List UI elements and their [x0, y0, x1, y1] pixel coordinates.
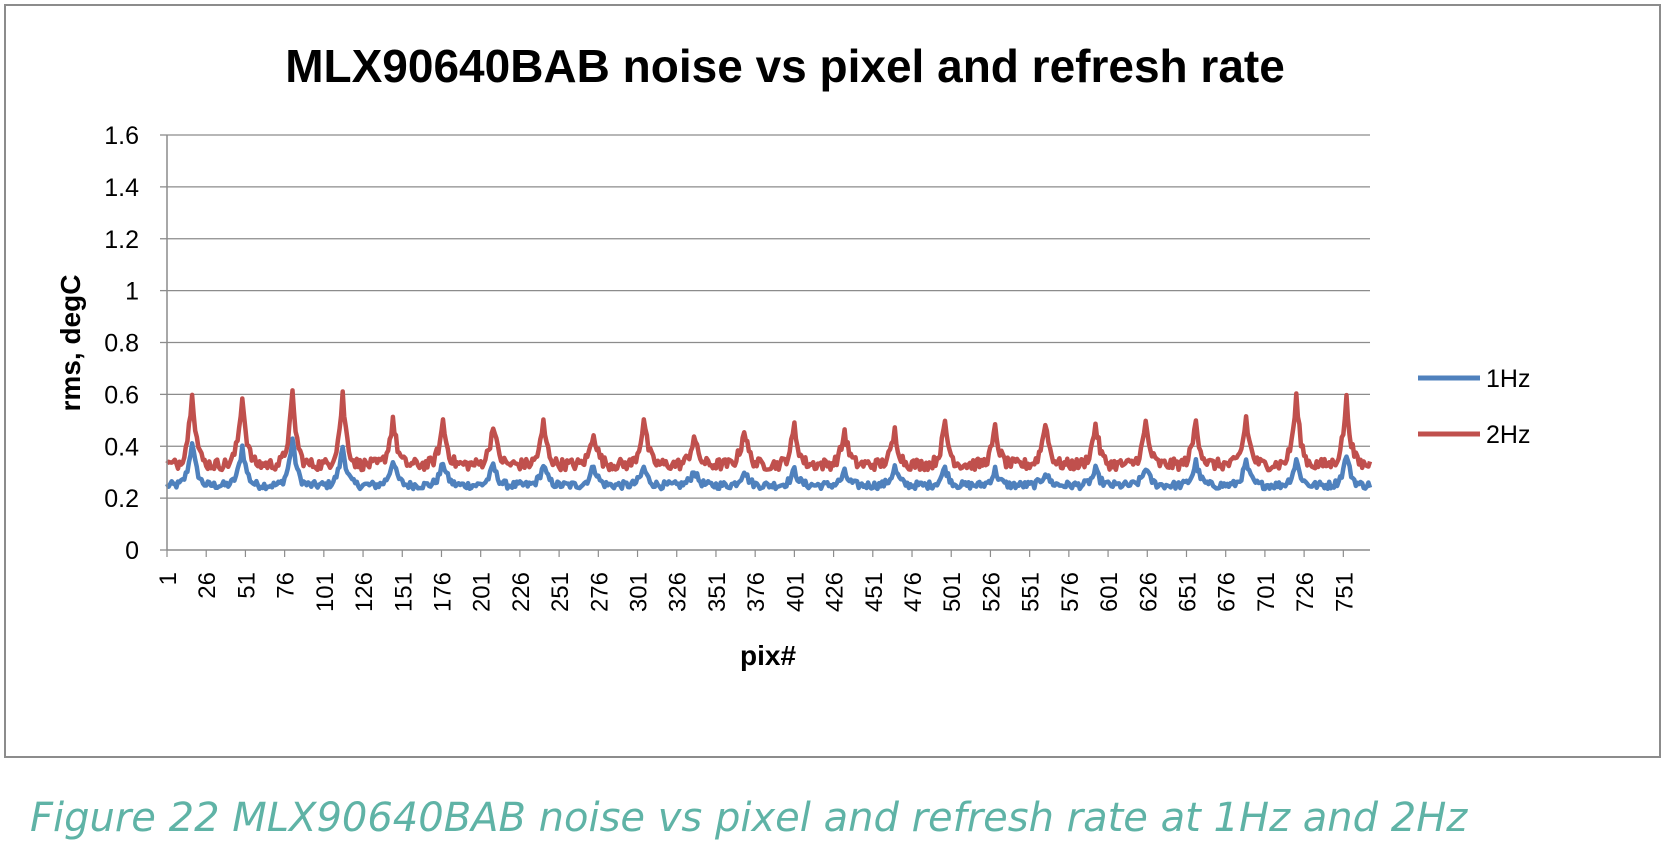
- x-tick-label: 301: [626, 572, 653, 612]
- x-tick-label: 526: [978, 572, 1005, 612]
- x-tick-label: 451: [861, 572, 888, 612]
- x-tick-label: 176: [429, 572, 456, 612]
- y-tick-label: 0.6: [104, 381, 139, 409]
- x-tick-label: 376: [743, 572, 770, 612]
- x-tick-label: 701: [1253, 572, 1280, 612]
- y-tick-label: 0.8: [104, 330, 139, 358]
- x-tick-label: 626: [1135, 572, 1162, 612]
- series-line-2Hz: [165, 388, 1373, 473]
- legend-label: 1Hz: [1486, 365, 1530, 393]
- x-tick-label: 101: [312, 572, 339, 612]
- x-tick-label: 51: [233, 572, 260, 599]
- x-tick-label: 651: [1174, 572, 1201, 612]
- x-tick-label: 676: [1214, 572, 1241, 612]
- x-tick-label: 351: [704, 572, 731, 612]
- x-tick-label: 251: [547, 572, 574, 612]
- y-tick-label: 0: [125, 537, 139, 565]
- chart: MLX90640BAB noise vs pixel and refresh r…: [55, 40, 1530, 671]
- x-tick-label: 476: [900, 572, 927, 612]
- x-tick-label: 751: [1331, 572, 1358, 612]
- y-tick-label: 1.4: [104, 174, 139, 202]
- y-tick-label: 1.6: [104, 122, 139, 150]
- x-tick-label: 326: [665, 572, 692, 612]
- x-tick-label: 551: [1018, 572, 1045, 612]
- x-tick-label: 501: [939, 572, 966, 612]
- chart-title: MLX90640BAB noise vs pixel and refresh r…: [285, 40, 1285, 92]
- y-tick-label: 0.2: [104, 485, 139, 513]
- figure-caption: Figure 22 MLX90640BAB noise vs pixel and…: [30, 795, 1468, 841]
- y-tick-label: 1.2: [104, 226, 139, 254]
- x-tick-label: 201: [469, 572, 496, 612]
- x-tick-label: 601: [1096, 572, 1123, 612]
- x-tick-label: 151: [390, 572, 417, 612]
- x-tick-label: 576: [1057, 572, 1084, 612]
- x-tick-label: 26: [194, 572, 221, 599]
- x-tick-label: 226: [508, 572, 535, 612]
- y-tick-label: 0.4: [104, 433, 139, 461]
- x-tick-label: 126: [351, 572, 378, 612]
- chart-frame: [4, 4, 1661, 758]
- legend-label: 2Hz: [1486, 421, 1530, 449]
- x-tick-label: 401: [782, 572, 809, 612]
- y-tick-label: 1: [125, 278, 139, 306]
- x-tick-label: 1: [155, 572, 182, 585]
- y-axis-label: rms, degC: [55, 275, 86, 412]
- x-tick-label: 276: [586, 572, 613, 612]
- x-axis-label: pix#: [740, 640, 796, 671]
- x-tick-label: 726: [1292, 572, 1319, 612]
- x-tick-label: 76: [273, 572, 300, 599]
- x-tick-label: 426: [822, 572, 849, 612]
- series-line-1Hz: [165, 436, 1373, 492]
- legend: 1Hz 2Hz: [1418, 365, 1530, 449]
